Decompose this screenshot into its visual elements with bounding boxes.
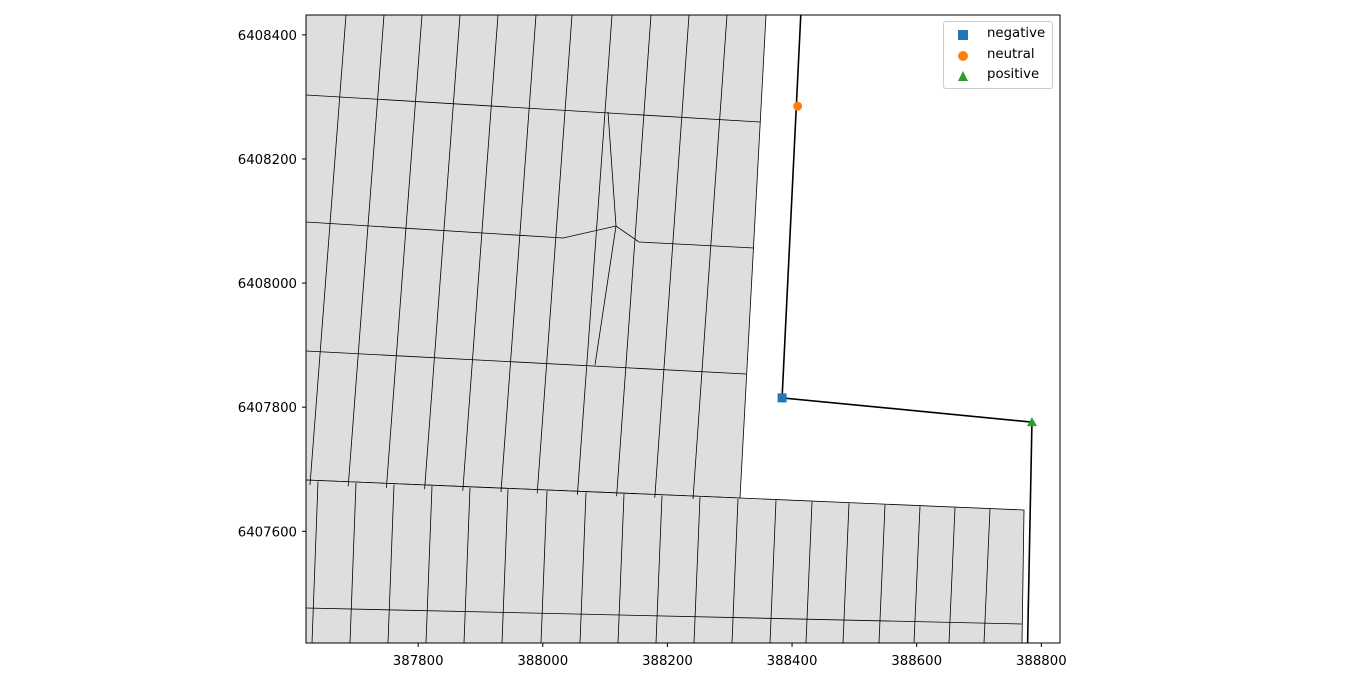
x-tick-label: 387800 [393, 654, 444, 669]
parcel-divider [387, 484, 395, 643]
y-axis: 6407600 6407800 6408000 6408200 6408400 [238, 29, 306, 540]
point-negative [777, 393, 787, 403]
parcel-block-upper [306, 15, 767, 499]
parcel-divider [306, 94, 761, 123]
path-line [781, 15, 1033, 643]
parcel-divider [309, 15, 347, 486]
x-tick-label: 388600 [891, 654, 942, 669]
parcel-divider [579, 492, 587, 643]
point-neutral [793, 101, 803, 111]
parcel-block-lower [306, 479, 1025, 643]
legend-item-positive: positive [944, 66, 1052, 86]
x-axis: 387800 388000 388200 388400 388600 388800 [393, 643, 1067, 669]
parcel-divider [913, 506, 921, 643]
parcel-divider [501, 489, 509, 643]
parcel-divider [386, 15, 423, 488]
parcel-divider [311, 481, 319, 643]
parcel-divider [948, 507, 956, 643]
y-tick-label: 6408200 [238, 153, 297, 168]
circle-marker-icon [958, 51, 968, 61]
parcel-divider [577, 15, 613, 495]
y-tick-label: 6407800 [238, 401, 297, 416]
parcel-divider [616, 15, 652, 497]
parcel-polygons [306, 15, 1025, 643]
legend-label-positive: positive [987, 67, 1040, 82]
legend: negative neutral positive [943, 21, 1053, 89]
legend-item-negative: negative [944, 25, 1052, 45]
network-path [781, 15, 1033, 643]
legend-item-neutral: neutral [944, 46, 1052, 66]
parcel-divider [692, 15, 728, 500]
parcel-divider [306, 350, 747, 375]
parcel-divider [654, 15, 690, 498]
parcel-divider [983, 509, 991, 643]
parcel-divider [617, 494, 625, 643]
parcel-divider [655, 495, 663, 643]
x-tick-label: 388200 [642, 654, 693, 669]
parcel-divider [693, 497, 701, 643]
parcel-divider [347, 15, 385, 487]
x-tick-label: 388400 [767, 654, 818, 669]
legend-label-neutral: neutral [987, 47, 1035, 62]
x-tick-label: 388800 [1016, 654, 1067, 669]
x-tick-label: 388000 [517, 654, 568, 669]
parcel-divider [463, 487, 471, 643]
parcel-divider [805, 501, 813, 643]
parcel-divider [594, 111, 617, 366]
parcel-divider [769, 500, 777, 643]
y-tick-label: 6407600 [238, 525, 297, 540]
y-tick-label: 6408400 [238, 29, 297, 44]
point-positive [1026, 417, 1037, 427]
parcel-divider [306, 607, 1023, 625]
legend-label-negative: negative [987, 26, 1046, 41]
square-marker-icon [958, 30, 968, 40]
plot-frame [305, 14, 1061, 644]
parcel-divider [425, 486, 433, 643]
data-points [777, 101, 1037, 427]
parcel-divider [731, 498, 739, 643]
parcel-divider [500, 15, 537, 493]
parcel-divider [462, 15, 499, 491]
triangle-marker-icon [958, 71, 968, 81]
parcel-divider [842, 503, 850, 643]
parcel-divider [424, 15, 461, 490]
y-tick-label: 6408000 [238, 277, 297, 292]
parcel-divider [349, 483, 357, 643]
parcel-divider [878, 504, 886, 643]
parcel-divider [536, 15, 573, 494]
parcel-divider [540, 490, 548, 643]
